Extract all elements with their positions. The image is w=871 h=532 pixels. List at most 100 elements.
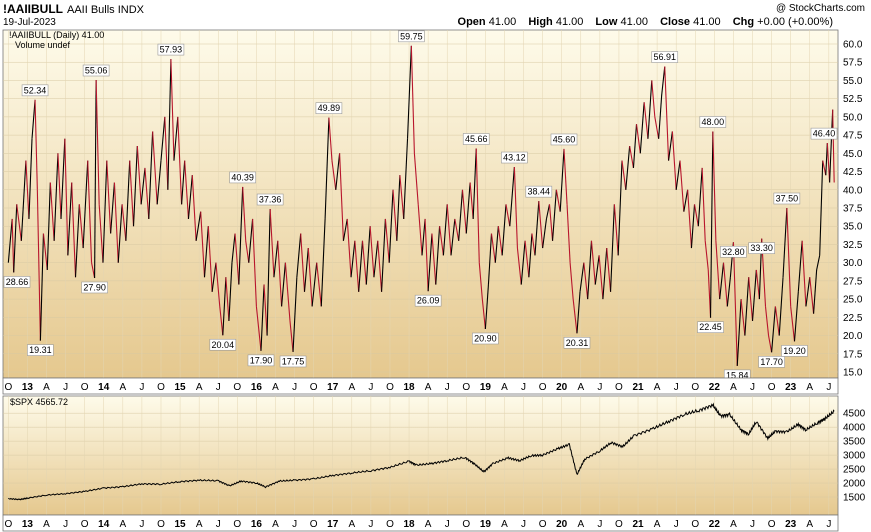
bulls-line-segment	[647, 80, 653, 139]
bulls-line-segment	[651, 80, 656, 117]
spx-x-tick: O	[691, 519, 699, 530]
spx-x-tick: A	[348, 519, 355, 530]
bulls-annotation-label: 37.50	[776, 194, 799, 204]
bulls-line-segment	[39, 233, 45, 341]
spx-x-tick: A	[654, 519, 661, 530]
spx-x-axis	[2, 514, 839, 532]
bulls-line-segment	[125, 160, 131, 241]
bulls-line-segment	[399, 175, 405, 219]
bulls-line-segment	[242, 186, 247, 241]
bulls-line-segment	[195, 211, 202, 241]
bulls-line-segment	[74, 204, 80, 278]
bulls-line-segment	[132, 146, 138, 227]
bulls-line-segment	[782, 207, 788, 278]
bulls-line-segment	[273, 240, 279, 278]
bulls-line-segment	[819, 160, 824, 256]
bulls-line-segment	[252, 218, 257, 307]
bulls-line-segment	[177, 116, 183, 205]
bulls-annotation-box	[462, 133, 490, 145]
spx-x-tick: O	[768, 519, 776, 530]
bulls-annotation-label: 17.70	[760, 357, 783, 367]
bulls-line-segment	[187, 175, 193, 219]
bulls-line-segment	[28, 138, 33, 219]
bulls-line-segment	[167, 59, 172, 190]
bulls-annotation-box	[501, 151, 528, 164]
bulls-line-segment	[384, 218, 390, 263]
bulls-line-segment	[263, 284, 268, 336]
bulls-annotation-box	[414, 294, 442, 307]
bulls-line-segment	[381, 218, 386, 292]
bulls-x-tick: A	[654, 382, 661, 393]
bulls-line-segment	[751, 269, 757, 322]
bulls-line-segment	[11, 218, 15, 273]
bulls-x-tick: O	[615, 382, 623, 393]
bulls-y-tick: 25.0	[843, 295, 863, 306]
bulls-line-segment	[303, 248, 309, 292]
spx-y-tick: 4000	[843, 423, 866, 434]
bulls-x-tick: O	[157, 382, 165, 393]
bulls-line-segment	[231, 233, 236, 263]
bulls-line-segment	[406, 45, 412, 139]
bulls-line-segment	[555, 189, 561, 212]
bulls-annotation-box	[3, 276, 31, 288]
spx-x-tick: J	[445, 519, 450, 530]
bulls-line-segment	[494, 226, 499, 263]
bulls-annotation-box	[773, 192, 801, 205]
bulls-line-segment	[481, 299, 486, 330]
bulls-annotation-label: 27.90	[83, 282, 106, 292]
bulls-line-segment	[774, 306, 780, 336]
bulls-x-tick: O	[81, 382, 89, 393]
bulls-y-tick: 47.5	[843, 131, 863, 142]
low-label: Low	[595, 16, 618, 28]
spx-x-tick: 15	[175, 519, 187, 530]
high-label: High	[528, 16, 553, 28]
bulls-line-segment	[736, 299, 742, 366]
bulls-annotation-label: 40.39	[231, 172, 254, 182]
bulls-x-tick: A	[272, 382, 279, 393]
bulls-line-segment	[524, 240, 530, 278]
bulls-line-segment	[200, 211, 206, 278]
bulls-x-tick: A	[119, 382, 126, 393]
bulls-line-segment	[548, 204, 554, 241]
bulls-x-tick: 20	[556, 382, 568, 393]
bulls-line-segment	[764, 306, 770, 336]
chg-label: Chg	[732, 16, 755, 28]
bulls-annotation-label: 17.75	[282, 356, 305, 366]
bulls-line-segment	[793, 291, 799, 342]
bulls-line-segment	[234, 233, 240, 285]
bulls-y-tick: 57.5	[843, 58, 863, 69]
bulls-line-segment	[369, 226, 375, 278]
bulls-annotation-label: 28.66	[6, 277, 29, 287]
bulls-x-tick: J	[521, 382, 526, 393]
bulls-annotation-box	[315, 102, 343, 114]
bulls-line-segment	[675, 160, 681, 190]
bulls-line-segment	[435, 226, 441, 285]
bulls-line-segment	[311, 262, 318, 307]
bulls-annotation-label: 43.12	[503, 153, 526, 163]
bulls-line-segment	[431, 233, 437, 285]
bulls-y-tick: 27.5	[843, 276, 863, 287]
bulls-annotation-label: 17.90	[250, 355, 273, 365]
spx-x-tick: A	[119, 519, 126, 530]
bulls-panel: 15.0 17.5 20.0 22.5 25.0 27.5 30.0 32.5 35.0 37.5…	[2, 29, 863, 395]
bulls-line-segment	[152, 131, 158, 205]
bulls-line-segment	[826, 143, 831, 183]
bulls-line-segment	[472, 148, 477, 219]
bulls-line-segment	[424, 218, 429, 292]
bulls-line-segment	[701, 167, 706, 241]
bulls-x-tick: 13	[22, 382, 34, 393]
bulls-line-segment	[632, 124, 638, 168]
bulls-x-tick: O	[691, 382, 699, 393]
bulls-line-segment	[170, 59, 175, 161]
spx-plot-area	[2, 395, 839, 516]
bulls-line-segment	[572, 299, 578, 334]
spx-x-tick: 23	[785, 519, 797, 530]
bulls-line-segment	[36, 189, 41, 341]
bulls-line-segment	[113, 182, 119, 263]
bulls-annotation-box	[758, 356, 785, 368]
bulls-annotation-label: 59.75	[400, 31, 423, 41]
bulls-x-tick: J	[63, 382, 68, 393]
bulls-line-segment	[778, 277, 784, 336]
bulls-annotation-label: 55.06	[85, 66, 108, 76]
bulls-line-segment	[690, 204, 696, 249]
